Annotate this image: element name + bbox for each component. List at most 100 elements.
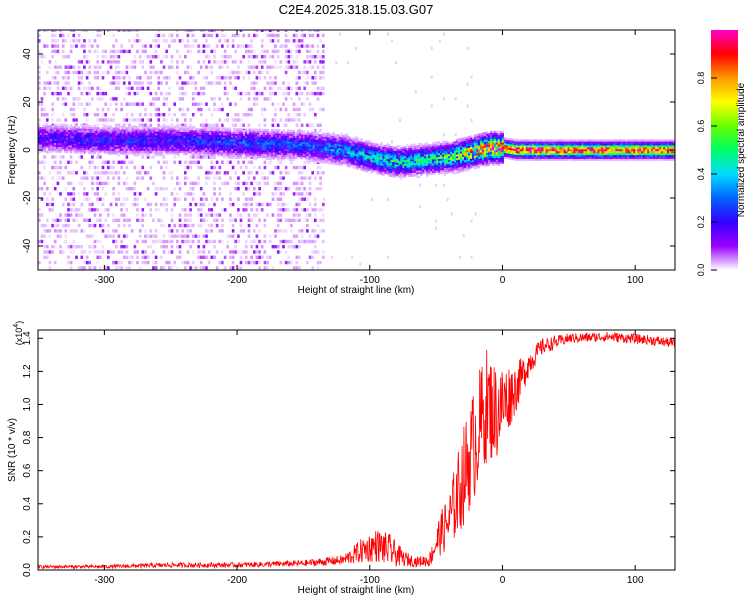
spectrogram-cell	[178, 250, 182, 254]
ridge-cell	[378, 161, 381, 164]
ridge-cell	[131, 137, 134, 140]
spectrogram-cell	[191, 155, 195, 159]
ridge-cell	[177, 125, 180, 128]
ridge-cell	[103, 146, 106, 149]
spectrogram-cell	[130, 65, 134, 69]
spectrogram-cell	[205, 39, 208, 43]
spectrogram-cell	[306, 123, 309, 127]
ridge-cell	[266, 154, 270, 157]
ridge-cell	[69, 137, 72, 140]
spectrogram-cell	[284, 208, 288, 212]
spectrogram-cell	[122, 171, 126, 175]
spectrogram-cell	[199, 208, 203, 212]
ridge-cell	[302, 153, 305, 156]
ridge-cell	[235, 154, 238, 157]
ridge-cell	[131, 140, 134, 144]
ridge-cell	[83, 142, 86, 145]
spectrogram-cell	[96, 155, 99, 159]
spectrogram-cell	[130, 113, 134, 117]
spectrogram-cell	[255, 97, 259, 101]
ridge-cell	[79, 143, 82, 146]
ridge-cell	[215, 142, 218, 145]
ridge-cell	[314, 158, 317, 161]
spectrogram-cell	[319, 171, 322, 175]
ridge-cell	[366, 143, 369, 146]
ridge-cell	[264, 150, 268, 153]
ridge-cell	[229, 154, 232, 157]
ridge-cell	[73, 128, 76, 131]
spectrogram-cell	[120, 165, 123, 170]
ridge-cell	[79, 145, 82, 148]
spectrogram-cell	[72, 107, 76, 112]
ridge-cell	[340, 157, 343, 160]
ridge-cell	[257, 136, 260, 139]
spectrogram-cell	[160, 245, 163, 249]
spectrogram-cell	[40, 55, 44, 59]
spectrogram-cell	[223, 55, 227, 59]
ridge-cell	[348, 157, 351, 160]
spectrogram-cell	[157, 70, 160, 75]
ridge-cell	[139, 150, 142, 153]
ridge-cell	[89, 128, 92, 131]
ridge-cell	[266, 146, 270, 149]
ridge-cell	[320, 147, 323, 150]
spectrogram-cell	[371, 198, 374, 201]
ridge-cell	[109, 129, 112, 132]
ridge-cell	[272, 144, 276, 147]
ridge-cell	[356, 159, 359, 162]
ridge-cell	[165, 127, 168, 130]
ridge-cell	[53, 142, 57, 145]
spectrogram-cell	[311, 33, 314, 38]
spectrogram-cell	[279, 181, 283, 186]
ridge-cell	[380, 151, 383, 155]
ridge-cell	[370, 155, 373, 159]
ridge-cell	[382, 173, 385, 176]
ridge-cell	[171, 148, 174, 151]
ridge-cell	[59, 141, 63, 144]
spectrogram-cell	[255, 250, 259, 254]
ridge-cell	[75, 135, 78, 139]
spectrogram-cell	[115, 76, 118, 80]
spectrogram-cell	[107, 266, 110, 270]
spectrogram-cell	[75, 245, 78, 249]
spectrogram-cell	[186, 107, 190, 112]
spectrogram-cell	[229, 155, 232, 159]
ridge-cell	[179, 137, 182, 140]
spectrogram-cell	[189, 202, 192, 207]
spectrogram-cell	[157, 218, 160, 222]
spectrogram-cell	[314, 187, 317, 191]
ridge-cell	[316, 160, 319, 163]
ridge-cell	[386, 154, 389, 158]
ridge-cell	[71, 147, 74, 150]
ridge-cell	[83, 149, 86, 152]
spectrogram-cell	[160, 113, 163, 117]
ridge-cell	[380, 157, 383, 160]
ridge-cell	[191, 132, 194, 135]
spectrogram-cell	[56, 86, 60, 90]
spectrogram-cell	[197, 102, 200, 106]
spectrogram-cell	[93, 39, 97, 43]
spectrogram-cell	[295, 260, 299, 265]
spectrogram-cell	[85, 70, 89, 75]
ridge-cell	[237, 137, 240, 140]
ridge-cell	[358, 166, 361, 169]
spectrogram-cell	[303, 102, 306, 106]
ridge-cell	[59, 142, 63, 146]
ridge-cell	[117, 129, 120, 132]
ridge-cell	[388, 145, 391, 148]
ridge-cell	[163, 146, 166, 149]
spectrogram-cell	[80, 155, 84, 159]
ridge-cell	[215, 144, 218, 147]
spectrogram-cell	[210, 197, 214, 201]
ridge-cell	[257, 145, 260, 149]
spectrogram-cell	[88, 223, 91, 228]
ridge-cell	[368, 163, 371, 166]
ridge-cell	[386, 164, 389, 167]
ridge-cell	[99, 148, 102, 151]
ridge-cell	[241, 130, 244, 133]
ridge-cell	[362, 161, 365, 164]
ridge-cell	[235, 131, 238, 134]
spectrogram-cell	[59, 250, 62, 254]
spectrogram-cell	[292, 118, 296, 122]
spectrogram-cell	[48, 192, 52, 196]
